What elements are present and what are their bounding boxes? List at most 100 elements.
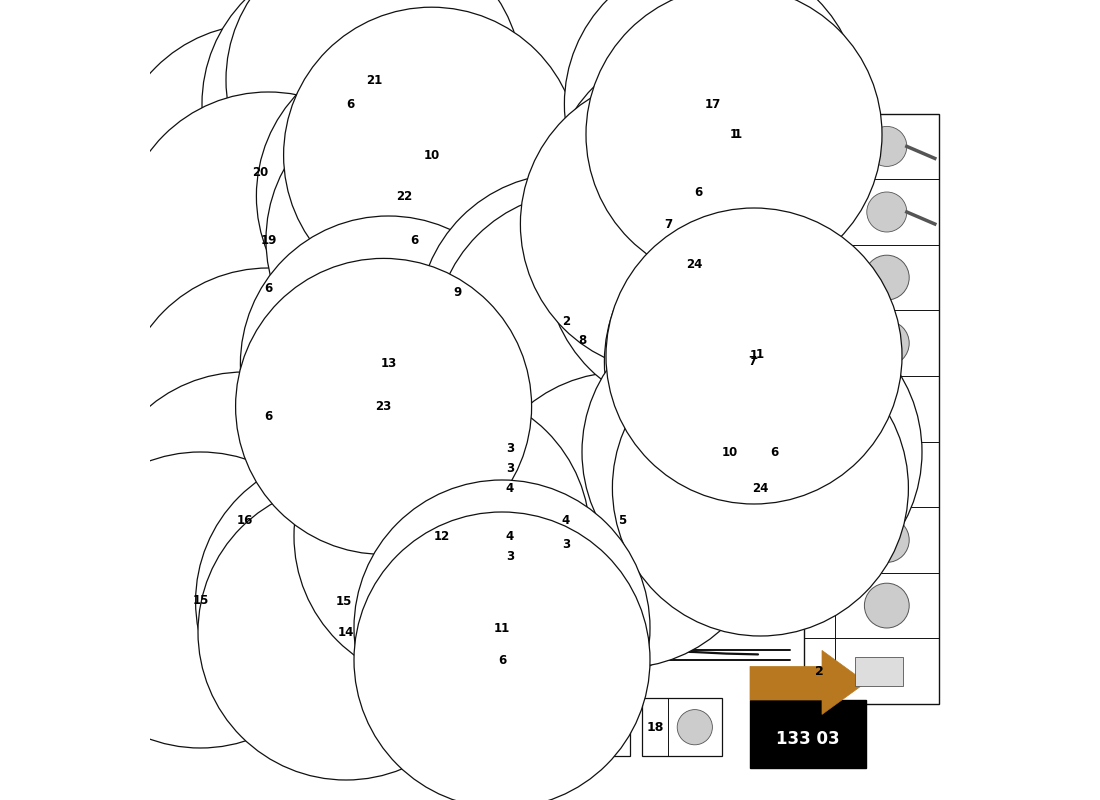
Text: 8: 8 (815, 337, 824, 350)
Text: 13: 13 (381, 358, 396, 370)
Bar (642, 698, 722, 756)
Circle shape (112, 24, 408, 320)
Text: 6: 6 (498, 654, 506, 666)
Text: 4: 4 (815, 534, 824, 546)
Bar (394, 536, 454, 596)
Circle shape (310, 144, 606, 440)
Circle shape (645, 238, 695, 290)
Circle shape (366, 388, 406, 428)
Circle shape (584, 342, 613, 370)
Circle shape (442, 232, 466, 256)
Text: 9: 9 (454, 286, 462, 298)
Text: 3: 3 (815, 599, 824, 612)
Circle shape (865, 583, 910, 628)
Circle shape (586, 0, 882, 282)
Circle shape (120, 92, 417, 388)
Text: 17: 17 (811, 140, 828, 153)
Text: 19: 19 (261, 234, 276, 246)
Circle shape (449, 276, 472, 300)
Text: 7: 7 (815, 402, 824, 415)
Text: a passion for parts since 1985: a passion for parts since 1985 (321, 484, 700, 508)
Circle shape (678, 710, 713, 745)
Circle shape (354, 512, 650, 800)
Text: 14: 14 (338, 626, 354, 638)
Circle shape (550, 44, 846, 340)
Circle shape (640, 90, 660, 110)
Circle shape (354, 480, 650, 776)
Circle shape (867, 126, 906, 166)
Circle shape (218, 358, 239, 378)
Circle shape (590, 502, 609, 522)
Circle shape (418, 372, 714, 668)
Circle shape (654, 514, 673, 534)
Text: 1: 1 (756, 348, 763, 361)
Text: 16: 16 (236, 514, 253, 526)
Circle shape (585, 710, 620, 745)
Circle shape (564, 0, 860, 252)
FancyBboxPatch shape (719, 362, 796, 454)
Text: 7: 7 (664, 218, 672, 230)
Bar (750, 700, 866, 768)
Circle shape (294, 388, 590, 684)
Circle shape (226, 0, 522, 228)
Bar (725, 368, 791, 448)
Polygon shape (750, 650, 866, 714)
Text: 6: 6 (264, 410, 273, 422)
Circle shape (284, 7, 580, 303)
Circle shape (97, 372, 393, 668)
Circle shape (120, 268, 417, 564)
Text: 18: 18 (646, 721, 663, 734)
Text: 1: 1 (750, 350, 758, 362)
Circle shape (256, 48, 552, 344)
Circle shape (266, 92, 562, 388)
Circle shape (656, 250, 684, 278)
Text: 10: 10 (811, 271, 828, 284)
Circle shape (362, 340, 658, 636)
Text: 7: 7 (748, 355, 757, 368)
Text: 133 03: 133 03 (777, 730, 839, 749)
Circle shape (362, 320, 658, 616)
Bar (614, 100, 686, 188)
Bar (324, 612, 373, 652)
Circle shape (418, 174, 714, 470)
Circle shape (53, 452, 349, 748)
Circle shape (613, 340, 909, 636)
Circle shape (604, 214, 901, 510)
Bar (238, 496, 262, 540)
Text: 23: 23 (554, 721, 572, 734)
Circle shape (272, 390, 293, 410)
Circle shape (694, 540, 743, 588)
Circle shape (235, 258, 531, 554)
Circle shape (241, 216, 537, 512)
Text: 6: 6 (694, 186, 702, 198)
Circle shape (865, 255, 910, 300)
Text: 4: 4 (506, 482, 514, 494)
Circle shape (628, 78, 672, 122)
Text: 24: 24 (752, 482, 769, 494)
Text: 14: 14 (811, 206, 828, 218)
Text: 3: 3 (506, 442, 514, 454)
Text: 12: 12 (433, 530, 450, 542)
Circle shape (196, 454, 492, 750)
Text: 3: 3 (506, 550, 514, 562)
Text: 21: 21 (366, 74, 382, 86)
Text: 2: 2 (815, 665, 824, 678)
Circle shape (546, 116, 842, 412)
Circle shape (582, 304, 878, 600)
Text: europarts: europarts (310, 366, 710, 434)
Circle shape (434, 192, 730, 488)
Circle shape (169, 114, 198, 142)
Text: 1: 1 (730, 128, 738, 141)
Text: 23: 23 (375, 400, 392, 413)
Text: 6: 6 (345, 98, 354, 110)
Circle shape (738, 348, 778, 389)
Bar (804, 114, 938, 704)
Text: 1: 1 (734, 128, 742, 141)
Circle shape (474, 372, 770, 668)
Circle shape (574, 332, 622, 380)
Circle shape (198, 484, 494, 780)
Text: 6: 6 (815, 468, 824, 481)
Circle shape (606, 208, 902, 504)
Circle shape (362, 408, 658, 704)
Circle shape (865, 321, 910, 366)
